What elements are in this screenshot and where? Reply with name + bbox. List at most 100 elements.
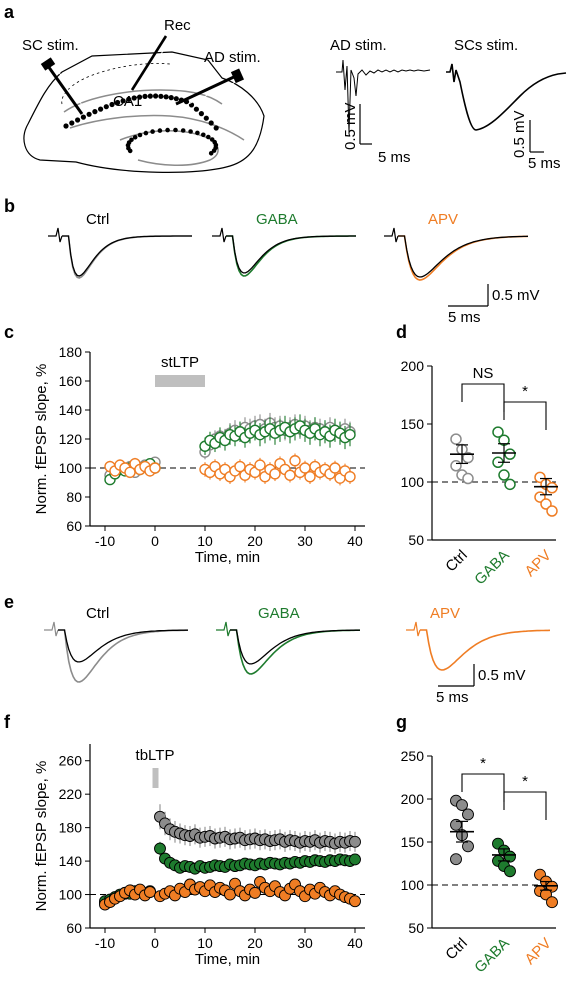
trace-artifact: [384, 227, 399, 243]
point-ctrl: [450, 460, 462, 472]
point-apv: [144, 886, 156, 898]
y-axis-title: Norm. fEPSP slope, %: [33, 364, 50, 515]
y-tick-label: 140: [59, 402, 83, 418]
chart-d: 50 100 150 200 Ctrl GABA APV NS *: [401, 358, 558, 588]
point-apv: [124, 466, 136, 479]
ad-stim-trace: [336, 59, 431, 133]
x-category-label: GABA: [471, 935, 512, 976]
ad-trace-title: AD stim.: [330, 37, 387, 54]
pyramidal-cell-dot: [86, 111, 92, 117]
trace-ctrl: [58, 629, 188, 683]
pyramidal-cell-dot: [131, 95, 137, 101]
point-gaba: [492, 426, 504, 438]
significance-bracket: [503, 401, 547, 430]
panel-label-g: g: [396, 712, 407, 732]
b-gaba-title: GABA: [256, 211, 298, 228]
y-tick-label: 100: [59, 887, 83, 903]
induction-bar: [155, 375, 205, 387]
chart-g: 50 100 150 200 250 Ctrl GABA APV * *: [401, 748, 558, 976]
sc-stim-electrode: [40, 57, 88, 115]
point-apv: [546, 505, 558, 517]
y-tick-label: 50: [408, 920, 424, 936]
y-tick-label: 50: [408, 532, 424, 548]
granule-cell-dot: [137, 132, 143, 138]
y-tick-label: 100: [401, 474, 425, 490]
pyramidal-cell-dot: [213, 125, 219, 131]
y-tick-label: 160: [59, 373, 83, 389]
significance-bracket: [461, 383, 505, 412]
y-tick-label: 250: [401, 748, 425, 764]
significance-label: *: [480, 755, 486, 772]
point-gaba: [498, 469, 510, 481]
induction-label: tbLTP: [136, 747, 175, 764]
granule-cell-dot: [157, 128, 163, 133]
x-category-label: Ctrl: [442, 935, 471, 964]
granule-cell-dots: [125, 127, 219, 156]
y-tick-label: 60: [66, 518, 82, 534]
point-apv: [224, 888, 236, 901]
x-tick-label: 0: [151, 935, 159, 951]
x-tick-label: 10: [197, 533, 213, 549]
pyramidal-cell-dot: [75, 117, 81, 123]
x-tick-label: 30: [297, 533, 313, 549]
point-apv: [249, 886, 261, 899]
x-tick-label: 30: [297, 935, 313, 951]
trace-artifact: [48, 227, 63, 243]
y-tick-label: 180: [59, 344, 83, 360]
b-apv-title: APV: [428, 211, 458, 228]
x-tick-label: 20: [247, 935, 263, 951]
pyramidal-cell-dot: [173, 96, 179, 102]
point-ctrl: [456, 799, 468, 811]
panel-label-e: e: [4, 592, 14, 612]
point-ctrl: [462, 451, 474, 464]
x-tick-label: 0: [151, 533, 159, 549]
point-gaba: [504, 448, 516, 460]
granule-cell-dot: [195, 130, 200, 136]
point-apv: [269, 468, 281, 480]
pyramidal-cell-dot: [92, 109, 98, 115]
x-tick-label: 40: [347, 533, 363, 549]
pyramidal-cell-dot: [203, 115, 209, 121]
y-tick-label: 80: [66, 489, 82, 505]
trace-artifact: [212, 227, 227, 243]
granule-cell-dot: [150, 129, 155, 134]
induction-label: stLTP: [161, 354, 199, 371]
trace-baseline: [226, 235, 356, 274]
y-tick-label: 150: [401, 834, 425, 850]
y-tick-label: 200: [401, 791, 425, 807]
point-ctrl: [462, 808, 474, 821]
pyramidal-cell-dot: [103, 104, 109, 110]
ad-stim-electrode: [175, 68, 245, 109]
y-tick-label: 200: [401, 358, 425, 374]
ad-scale-ms: 5 ms: [378, 149, 411, 166]
pyramidal-cell-dot: [109, 101, 115, 108]
trace-baseline: [58, 629, 189, 663]
pyramidal-cell-dot: [137, 94, 143, 100]
panel-label-c: c: [4, 322, 14, 342]
panel-e-traces: [44, 621, 551, 683]
point-gaba: [154, 842, 166, 855]
pyramidal-cell-dot: [163, 94, 169, 100]
trace-artifact: [216, 621, 231, 637]
point-apv: [149, 462, 161, 474]
x-tick-label: 10: [197, 935, 213, 951]
x-tick-label: -10: [95, 533, 115, 549]
point-ctrl: [349, 835, 361, 848]
point-gaba: [504, 478, 516, 491]
granule-cell-dot: [211, 148, 217, 153]
point-apv: [344, 471, 356, 483]
pyramidal-cell-dot: [208, 120, 214, 126]
b-scale-mv: 0.5 mV: [492, 287, 540, 304]
x-tick-label: 40: [347, 935, 363, 951]
induction-bar: [152, 768, 159, 788]
panel-label-b: b: [4, 196, 15, 216]
x-category-label: APV: [522, 935, 555, 968]
point-gaba: [504, 865, 516, 878]
hippocampus-schematic: [23, 51, 265, 173]
point-apv: [234, 460, 246, 473]
granule-cell-dot: [173, 127, 178, 133]
point-apv: [329, 462, 341, 474]
trace-artifact: [406, 621, 421, 637]
granule-cell-dot: [208, 151, 214, 156]
e-apv-title: APV: [430, 605, 460, 622]
